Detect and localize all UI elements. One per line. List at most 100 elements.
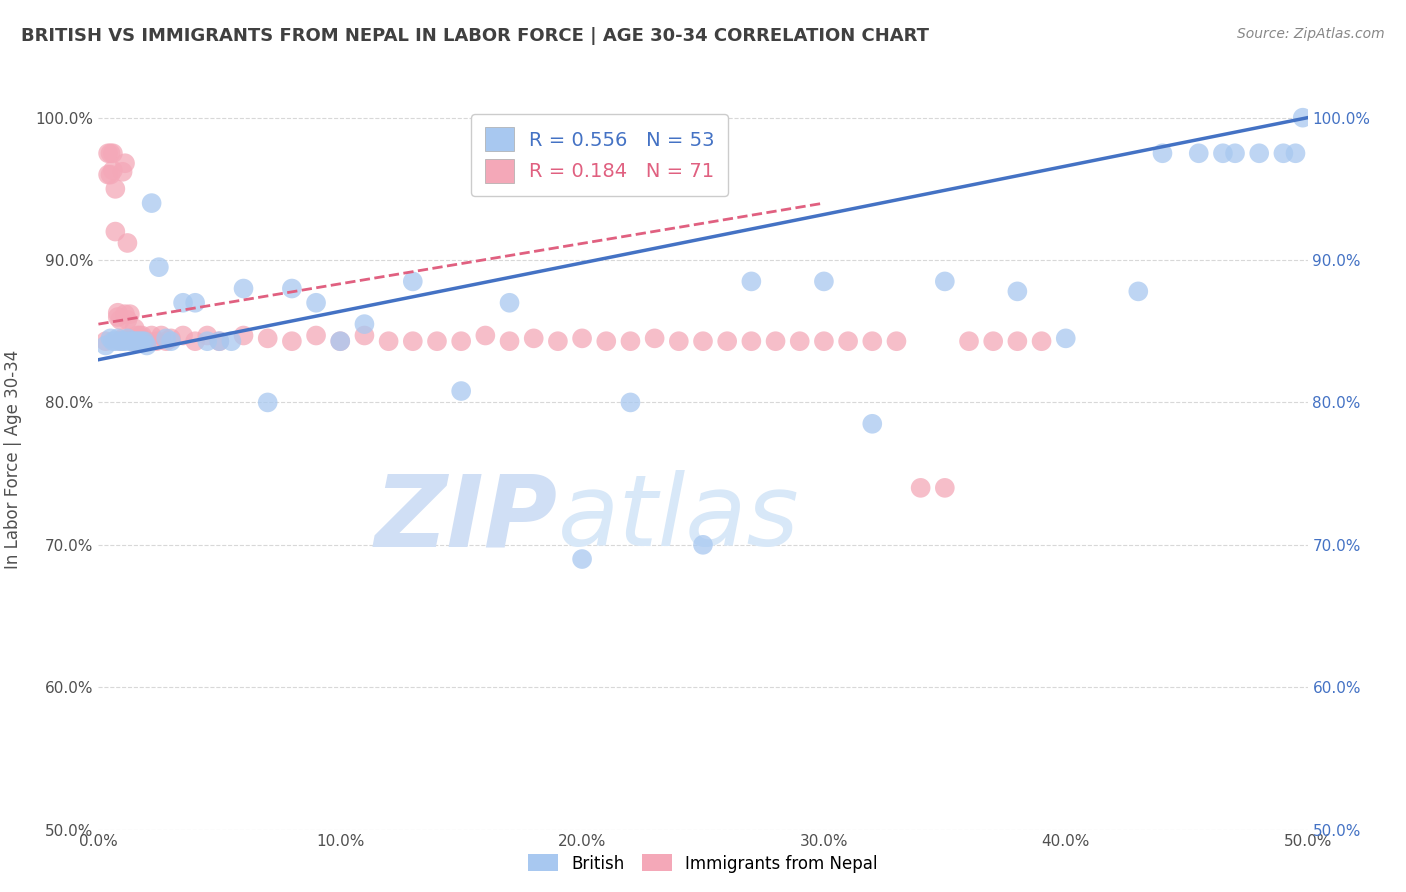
- Point: [813, 274, 835, 288]
- Point: [886, 334, 908, 349]
- Point: [94, 338, 117, 352]
- Legend: British, Immigrants from Nepal: British, Immigrants from Nepal: [522, 847, 884, 880]
- Point: [692, 538, 714, 552]
- Point: [101, 163, 124, 178]
- Point: [981, 334, 1004, 349]
- Point: [128, 334, 150, 349]
- Point: [353, 317, 375, 331]
- Point: [134, 334, 156, 349]
- Point: [141, 196, 163, 211]
- Point: [450, 334, 472, 349]
- Point: [450, 384, 472, 398]
- Point: [1152, 146, 1174, 161]
- Point: [155, 331, 177, 345]
- Point: [104, 182, 127, 196]
- Point: [353, 328, 375, 343]
- Point: [111, 334, 134, 349]
- Point: [1128, 285, 1150, 299]
- Point: [1007, 334, 1029, 349]
- Point: [281, 334, 304, 349]
- Point: [100, 331, 122, 345]
- Text: Source: ZipAtlas.com: Source: ZipAtlas.com: [1237, 27, 1385, 41]
- Point: [813, 334, 835, 349]
- Point: [108, 313, 131, 327]
- Point: [114, 307, 136, 321]
- Point: [114, 334, 136, 349]
- Point: [498, 295, 520, 310]
- Point: [232, 281, 254, 295]
- Point: [195, 334, 218, 349]
- Point: [232, 328, 254, 343]
- Point: [716, 334, 738, 349]
- Point: [1212, 146, 1234, 161]
- Point: [740, 334, 762, 349]
- Point: [150, 328, 173, 343]
- Point: [127, 334, 149, 349]
- Point: [837, 334, 859, 349]
- Point: [1007, 285, 1029, 299]
- Point: [97, 146, 120, 161]
- Point: [117, 235, 139, 250]
- Point: [1188, 146, 1211, 161]
- Point: [134, 334, 156, 349]
- Point: [101, 146, 124, 161]
- Point: [208, 334, 231, 349]
- Point: [1292, 111, 1315, 125]
- Point: [124, 321, 146, 335]
- Point: [1223, 146, 1246, 161]
- Point: [1272, 146, 1295, 161]
- Point: [114, 156, 136, 170]
- Point: [104, 334, 127, 349]
- Point: [860, 417, 883, 431]
- Point: [910, 481, 932, 495]
- Point: [305, 328, 328, 343]
- Point: [111, 331, 134, 345]
- Point: [692, 334, 714, 349]
- Point: [117, 331, 139, 345]
- Point: [107, 331, 129, 345]
- Point: [111, 165, 134, 179]
- Point: [118, 307, 141, 321]
- Point: [765, 334, 787, 349]
- Point: [107, 306, 129, 320]
- Point: [523, 331, 546, 345]
- Point: [571, 331, 593, 345]
- Point: [124, 334, 146, 349]
- Y-axis label: In Labor Force | Age 30-34: In Labor Force | Age 30-34: [4, 350, 21, 569]
- Point: [145, 334, 167, 349]
- Point: [305, 295, 328, 310]
- Point: [131, 334, 153, 349]
- Point: [118, 334, 141, 349]
- Point: [547, 334, 569, 349]
- Point: [160, 331, 183, 345]
- Point: [108, 334, 131, 349]
- Point: [135, 334, 157, 349]
- Point: [860, 334, 883, 349]
- Point: [668, 334, 690, 349]
- Point: [172, 295, 194, 310]
- Point: [195, 328, 218, 343]
- Point: [104, 225, 127, 239]
- Point: [644, 331, 666, 345]
- Legend: R = 0.556   N = 53, R = 0.184   N = 71: R = 0.556 N = 53, R = 0.184 N = 71: [471, 113, 728, 196]
- Point: [595, 334, 617, 349]
- Point: [155, 334, 177, 349]
- Point: [221, 334, 243, 349]
- Point: [1031, 334, 1053, 349]
- Point: [101, 334, 124, 349]
- Point: [108, 334, 131, 349]
- Point: [1249, 146, 1271, 161]
- Point: [184, 295, 207, 310]
- Point: [740, 274, 762, 288]
- Point: [100, 146, 122, 161]
- Point: [184, 334, 207, 349]
- Point: [934, 481, 956, 495]
- Point: [1284, 146, 1306, 161]
- Point: [281, 281, 304, 295]
- Point: [934, 274, 956, 288]
- Point: [329, 334, 352, 349]
- Point: [172, 328, 194, 343]
- Point: [100, 168, 122, 182]
- Point: [329, 334, 352, 349]
- Point: [957, 334, 980, 349]
